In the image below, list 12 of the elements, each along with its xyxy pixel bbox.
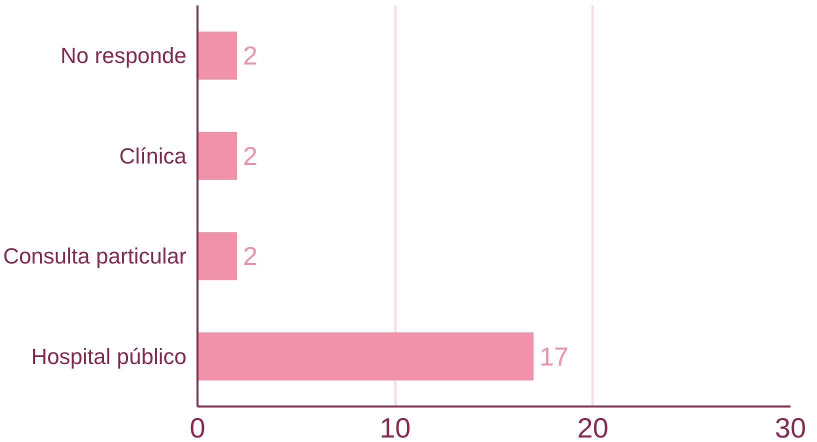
y-tick-label: Hospital público xyxy=(31,344,186,369)
x-tick-label: 0 xyxy=(190,412,206,442)
x-tick-label: 10 xyxy=(380,412,411,442)
x-tick-label: 20 xyxy=(577,412,608,442)
x-tick-label: 30 xyxy=(774,412,806,442)
data-label: 2 xyxy=(243,140,258,171)
data-label: 2 xyxy=(243,241,258,272)
data-label: 17 xyxy=(540,341,568,372)
y-tick-label: Consulta particular xyxy=(3,244,187,269)
data-label: 2 xyxy=(243,40,258,71)
y-tick-label: No responde xyxy=(60,43,187,68)
y-tick-label: Clínica xyxy=(119,143,188,168)
